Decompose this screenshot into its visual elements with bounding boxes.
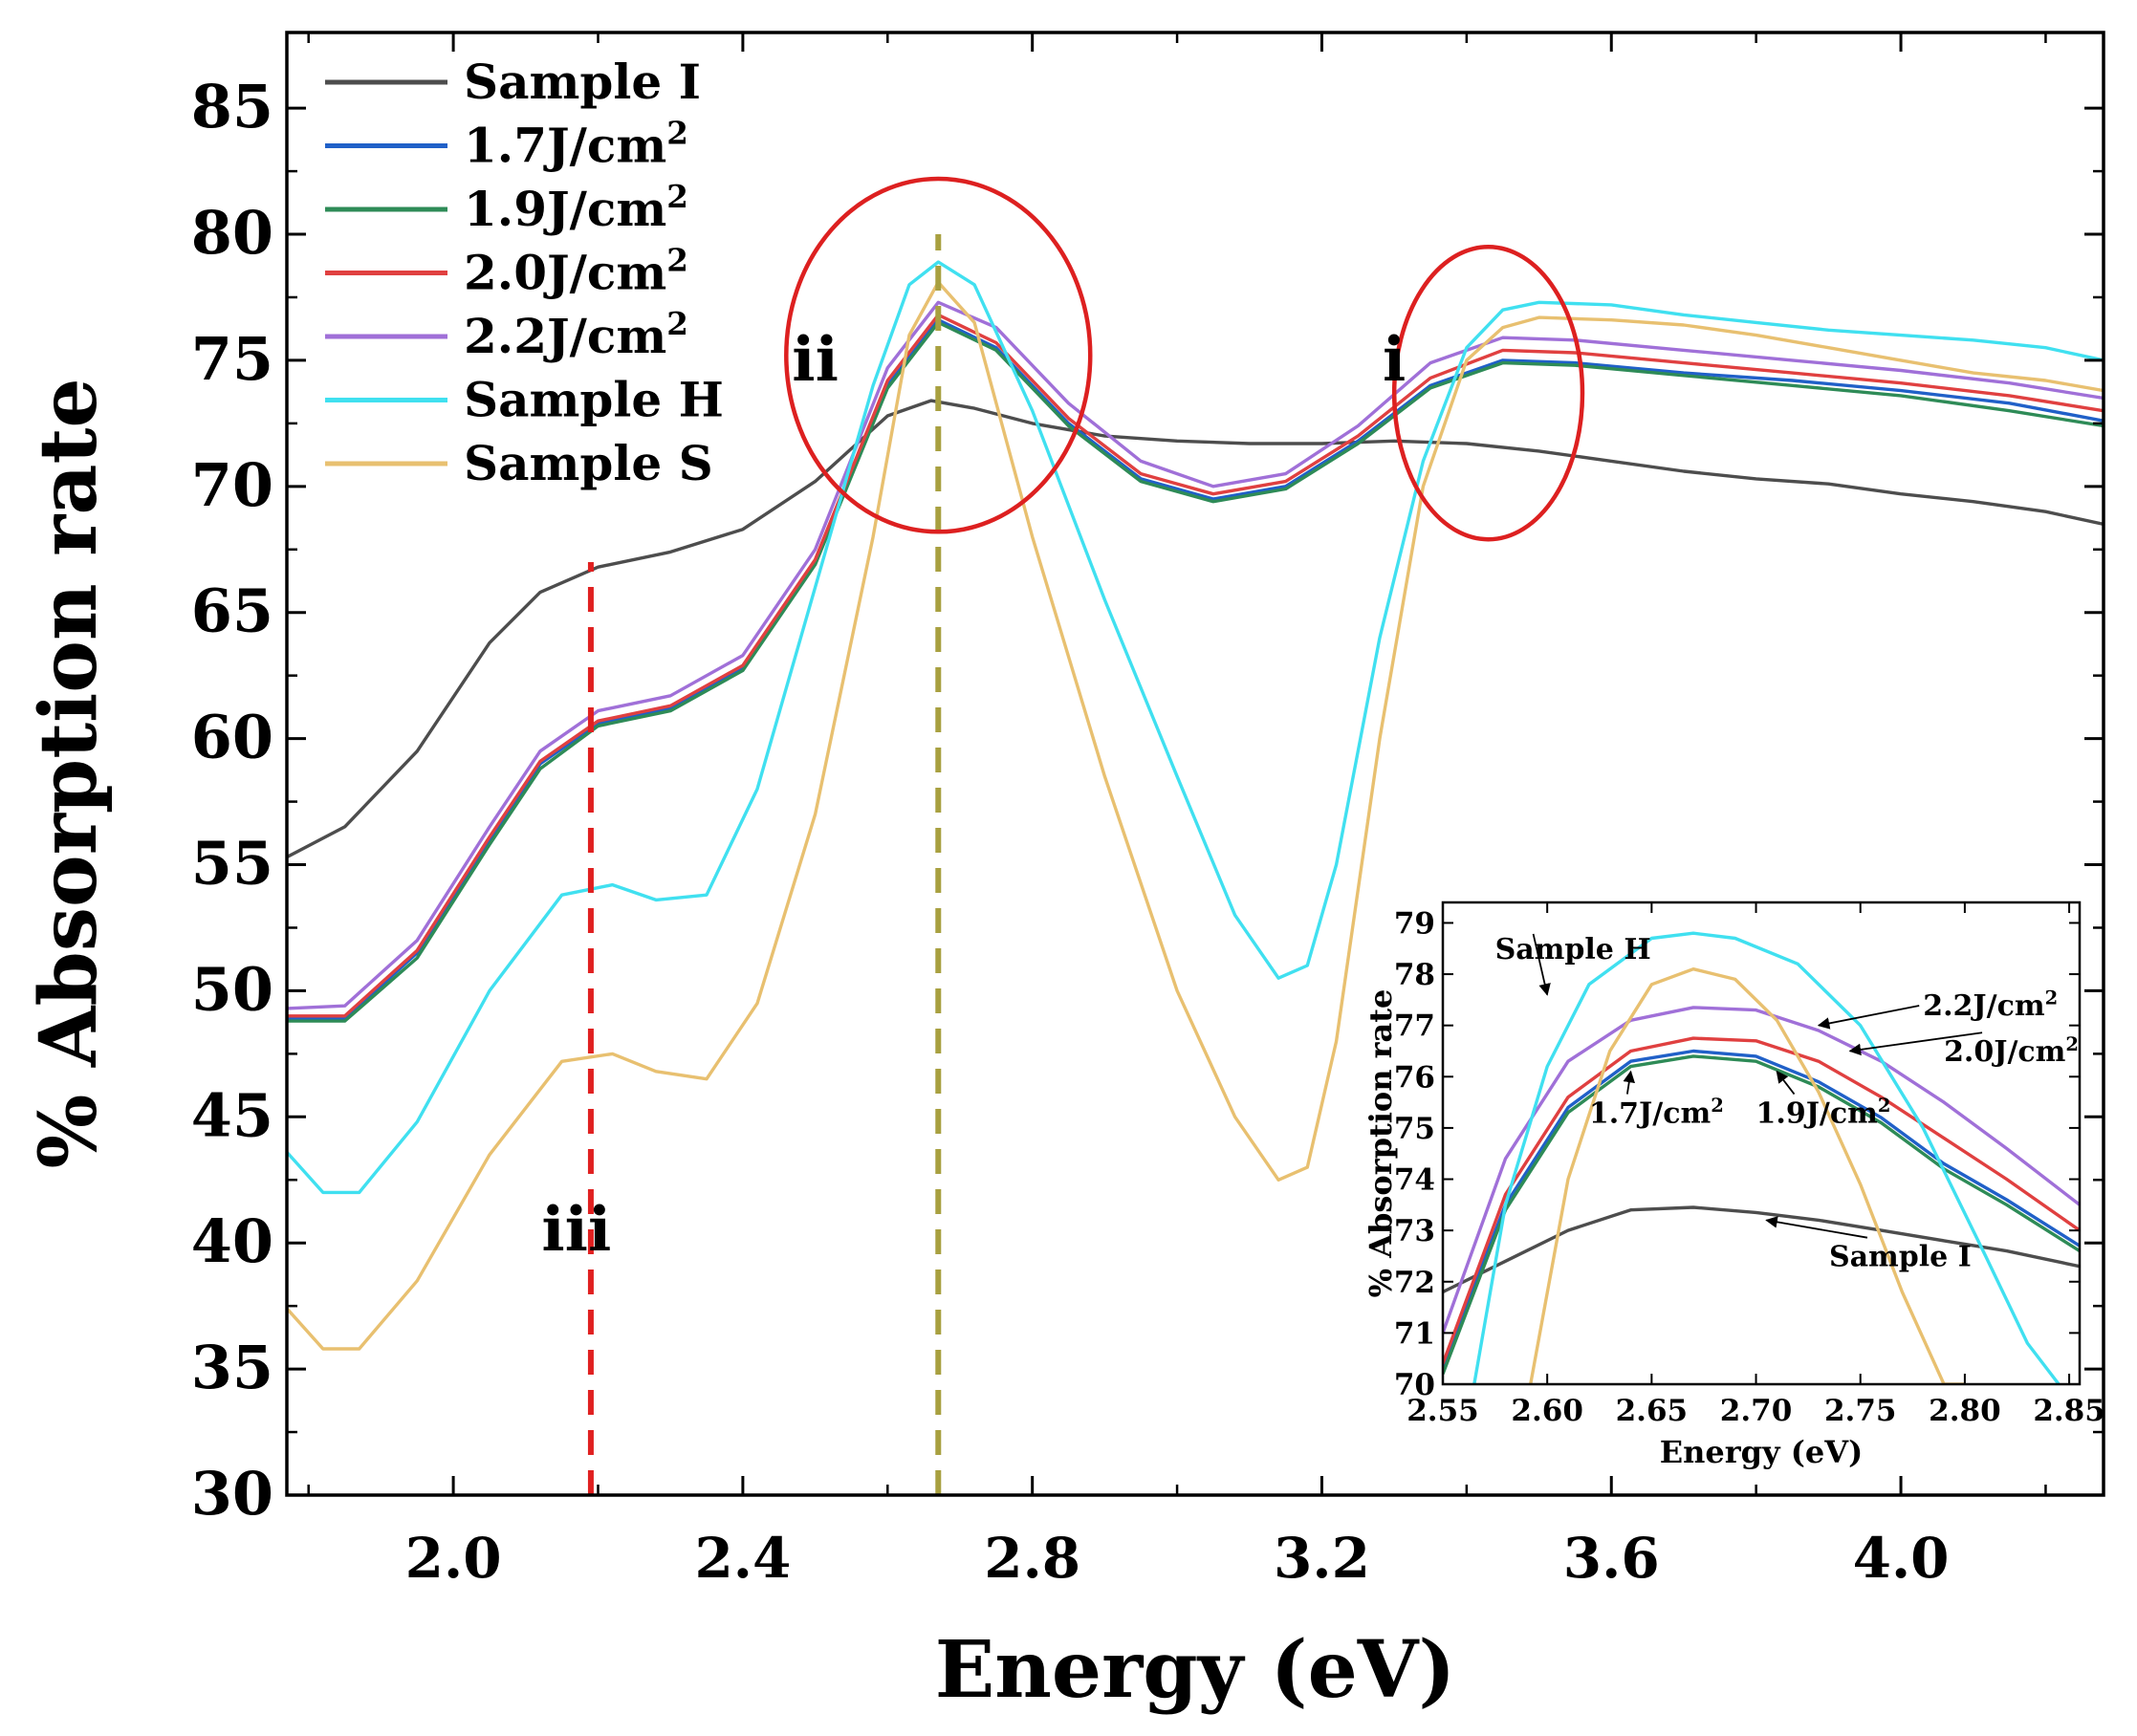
inset-x-tick-label: 2.55 — [1406, 1394, 1479, 1428]
inset-x-axis-label: Energy (eV) — [1660, 1434, 1863, 1470]
y-tick-label: 70 — [191, 450, 273, 520]
y-tick-label: 35 — [191, 1333, 273, 1402]
main-series-group — [287, 260, 2104, 1351]
inset-callout-arrow — [1765, 1216, 1868, 1239]
y-tick-label: 45 — [191, 1080, 273, 1150]
inset-callout-arrow — [1817, 1005, 1920, 1030]
inset-y-tick-label: 78 — [1394, 958, 1435, 992]
x-tick-label: 4.0 — [1853, 1526, 1950, 1591]
inset-callout-2-2j-cm2: 2.2J/cm2 — [1923, 987, 2058, 1023]
y-tick-label: 80 — [191, 198, 273, 268]
inset-x-tick-label: 2.60 — [1511, 1394, 1583, 1428]
inset-y-tick-label: 71 — [1394, 1316, 1435, 1351]
inset-callout-1-7j-cm2: 1.7J/cm2 — [1589, 1095, 1724, 1130]
series-line-2-0j-cm2 — [287, 313, 2104, 1018]
inset-series-line-sample-i — [1443, 1205, 2080, 1294]
inset-y-tick-label: 76 — [1394, 1060, 1435, 1095]
inset-series-line-2-2j-cm2 — [1443, 1006, 2080, 1334]
highlight-circle-1 — [1391, 244, 1585, 542]
y-tick-label: 50 — [191, 954, 273, 1024]
main-plot-frame — [285, 31, 2105, 1497]
peak-annotation-iii: iii — [541, 1194, 611, 1266]
x-tick-label: 3.6 — [1563, 1526, 1660, 1591]
x-tick-label: 2.0 — [405, 1526, 502, 1591]
y-axis-label: % Absorption rate — [23, 378, 115, 1168]
y-tick-label: 60 — [191, 703, 273, 772]
y-tick-label: 75 — [191, 324, 273, 394]
inset-x-tick-label: 2.80 — [1929, 1394, 2001, 1428]
series-line-sample-i — [287, 399, 2104, 859]
inset-y-tick-label: 74 — [1394, 1163, 1435, 1198]
inset-callout-1-9j-cm2: 1.9J/cm2 — [1756, 1095, 1891, 1130]
y-tick-label: 40 — [191, 1206, 273, 1276]
highlight-circle-0 — [784, 176, 1093, 534]
x-tick-label: 2.8 — [984, 1526, 1080, 1591]
legend-label-sample-i: Sample I — [464, 54, 701, 110]
inset-series-group — [1443, 931, 2080, 1384]
legend-label-1-7j-cm2: 1.7J/cm2 — [464, 115, 688, 174]
inset-y-tick-label: 79 — [1394, 906, 1435, 941]
y-tick-label: 85 — [191, 72, 273, 141]
peak-annotation-i: i — [1383, 324, 1406, 396]
inset-x-tick-label: 2.85 — [2033, 1394, 2105, 1428]
inset-series-line-1-9j-cm2 — [1443, 1054, 2080, 1375]
inset-y-tick-label: 77 — [1394, 1009, 1435, 1044]
inset-y-tick-label: 73 — [1394, 1214, 1435, 1248]
x-axis-label: Energy (eV) — [935, 1624, 1455, 1716]
y-tick-label: 65 — [191, 576, 273, 646]
legend-label-1-9j-cm2: 1.9J/cm2 — [464, 178, 688, 237]
legend: Sample I1.7J/cm21.9J/cm22.0J/cm22.2J/cm2… — [325, 54, 724, 491]
series-line-sample-h — [287, 260, 2104, 1195]
series-line-2-2j-cm2 — [287, 300, 2104, 1010]
inset-callout-arrow — [1848, 1031, 1983, 1056]
legend-label-sample-h: Sample H — [464, 372, 724, 428]
peak-annotation-ii: ii — [792, 324, 839, 396]
inset-callout-arrow — [1776, 1070, 1796, 1096]
inset-series-line-1-7j-cm2 — [1443, 1049, 2080, 1370]
inset-callout-arrow — [1623, 1070, 1636, 1095]
y-tick-label: 30 — [191, 1459, 273, 1529]
x-tick-label: 3.2 — [1274, 1526, 1370, 1591]
inset-chart: 70 71 72 73 74 75 76 77 78 79 2.55 2.60 2.65 2.70 2.75… — [1363, 901, 2105, 1470]
inset-plot-frame — [1441, 901, 2082, 1386]
inset-callout-arrow — [1532, 933, 1551, 996]
y-tick-label: 55 — [191, 829, 273, 899]
series-line-1-9j-cm2 — [287, 320, 2104, 1023]
legend-label-2-0j-cm2: 2.0J/cm2 — [464, 242, 688, 301]
inset-y-tick-label: 75 — [1394, 1112, 1435, 1146]
x-tick-label: 2.4 — [694, 1526, 791, 1591]
inset-callout-sample-i: Sample I — [1829, 1241, 1972, 1274]
inset-y-tick-label: 72 — [1394, 1266, 1435, 1300]
inset-x-tick-label: 2.75 — [1824, 1394, 1897, 1428]
inset-y-tick-label: 70 — [1394, 1368, 1435, 1402]
legend-label-2-2j-cm2: 2.2J/cm2 — [464, 305, 688, 364]
inset-series-line-sample-h — [1472, 931, 2061, 1384]
inset-callout-2-0j-cm2: 2.0J/cm2 — [1944, 1033, 2079, 1069]
inset-callout-sample-h: Sample H — [1495, 933, 1651, 966]
inset-series-line-sample-s — [1529, 967, 1965, 1384]
inset-y-axis-label: % Absorption rate — [1363, 989, 1399, 1298]
legend-label-sample-s: Sample S — [464, 435, 713, 491]
inset-x-tick-label: 2.70 — [1720, 1394, 1793, 1428]
series-line-sample-s — [287, 280, 2104, 1351]
inset-x-tick-label: 2.65 — [1616, 1394, 1689, 1428]
inset-series-line-2-0j-cm2 — [1443, 1036, 2080, 1365]
